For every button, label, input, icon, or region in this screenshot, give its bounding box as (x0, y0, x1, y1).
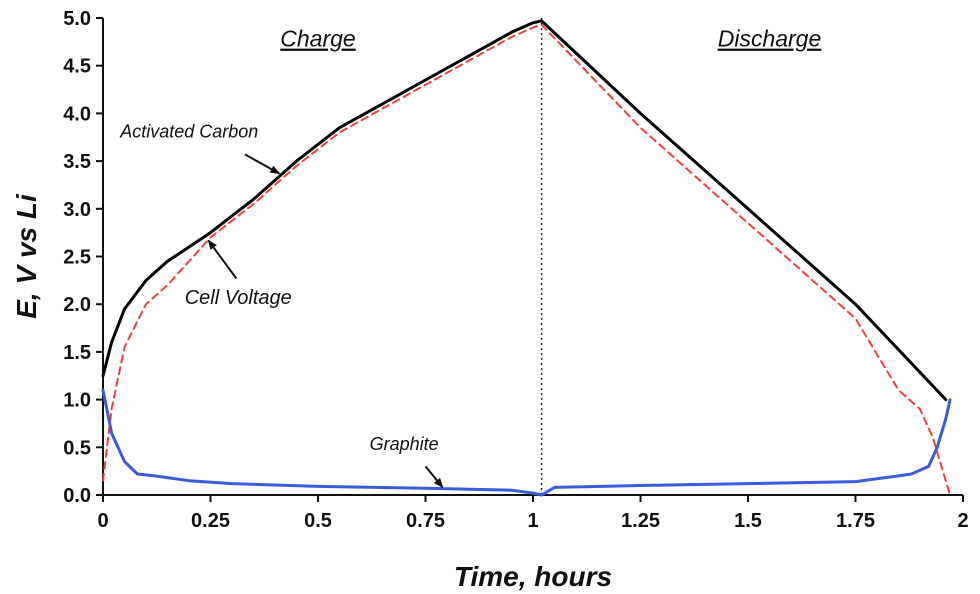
annotations: Activated Carbon Cell Voltage Graphite (119, 121, 444, 489)
x-ticks: 0 0.25 0.5 0.75 1 1.25 1.5 1.75 2 (97, 495, 969, 532)
x-tick-label: 1 (527, 510, 538, 532)
x-axis-title: Time, hours (454, 561, 612, 592)
y-tick-label: 3.5 (63, 151, 91, 173)
x-tick-label: 1.75 (836, 510, 875, 532)
y-axis-title: E, V vs Li (11, 193, 42, 319)
y-tick-label: 2.5 (63, 247, 91, 269)
series-lines (101, 19, 952, 497)
series-graphite (101, 388, 952, 497)
y-tick-label: 5.0 (63, 8, 91, 30)
x-tick-label: 1.25 (621, 510, 660, 532)
annotation-activated-carbon: Activated Carbon (119, 121, 258, 141)
y-tick-label: 4.0 (63, 103, 91, 125)
y-tick-label: 1.0 (63, 390, 91, 412)
x-tick-label: 0.25 (191, 510, 230, 532)
y-tick-label: 0.0 (63, 485, 91, 507)
axes (102, 18, 963, 496)
x-tick-label: 2 (957, 510, 968, 532)
annotation-arrow-graphite (424, 465, 444, 489)
x-tick-label: 0.75 (406, 510, 445, 532)
y-tick-label: 1.5 (63, 342, 91, 364)
annotation-cell-voltage: Cell Voltage (185, 287, 292, 309)
annotation-arrow-cell-voltage (207, 239, 238, 280)
region-label-discharge: Discharge (718, 26, 822, 52)
y-tick-label: 2.0 (63, 294, 91, 316)
x-tick-label: 0.5 (304, 510, 332, 532)
y-tick-label: 0.5 (63, 437, 91, 459)
series-cell-voltage (102, 23, 952, 496)
x-tick-label: 0 (97, 510, 108, 532)
y-tick-label: 3.0 (63, 199, 91, 221)
annotation-arrow-activated-carbon (244, 153, 281, 175)
y-tick-label: 4.5 (63, 56, 91, 78)
y-ticks: 0.0 0.5 1.0 1.5 2.0 2.5 3.0 3.5 4.0 4.5 5.0 (63, 8, 103, 507)
region-labels: Charge Discharge (280, 26, 821, 52)
series-activated-carbon (101, 19, 948, 402)
x-tick-label: 1.5 (734, 510, 762, 532)
region-label-charge: Charge (280, 26, 355, 52)
annotation-graphite: Graphite (370, 434, 439, 454)
